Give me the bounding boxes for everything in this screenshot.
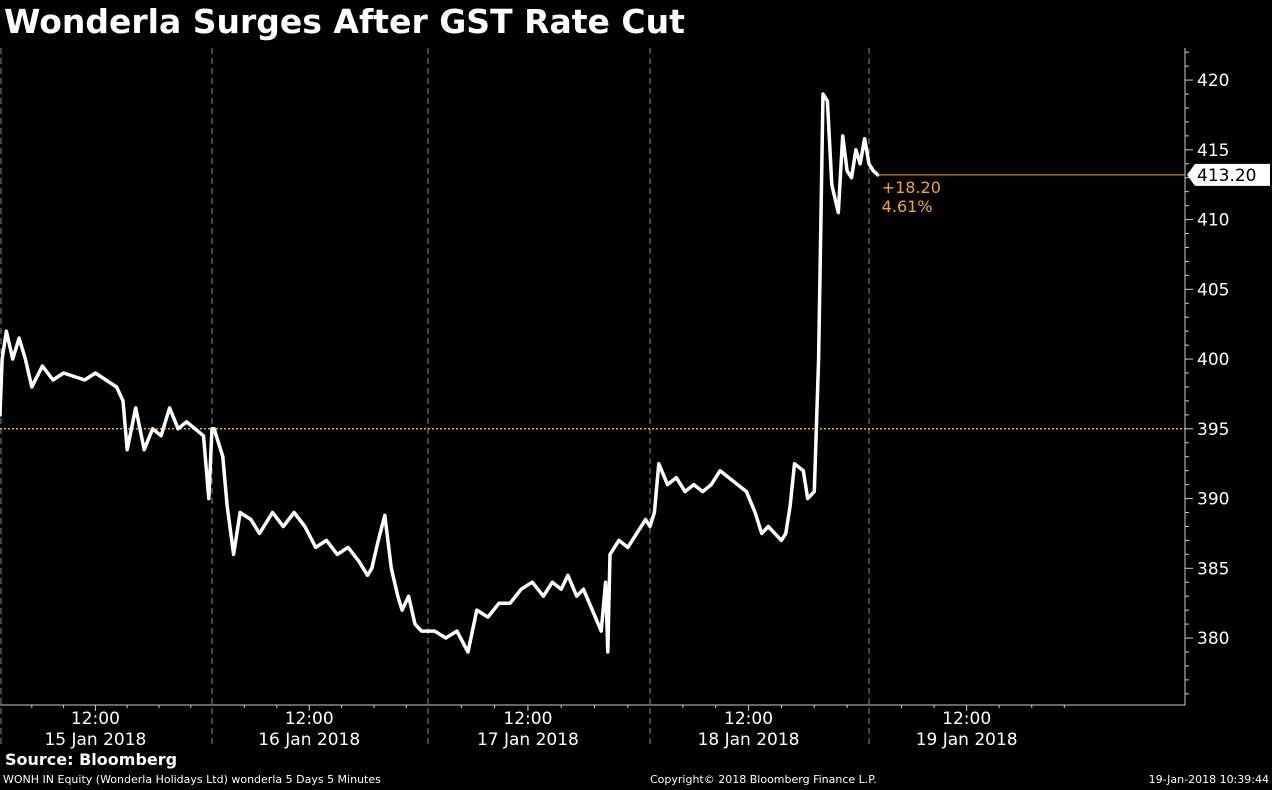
price-line bbox=[0, 92, 880, 654]
footer-copyright: Copyright© 2018 Bloomberg Finance L.P. bbox=[650, 773, 877, 786]
chart-title: Wonderla Surges After GST Rate Cut bbox=[4, 2, 685, 41]
y-tick-label-380: 380 bbox=[1197, 629, 1229, 649]
footer-ticker-description: WONH IN Equity (Wonderla Holidays Ltd) w… bbox=[3, 773, 381, 786]
x-tick-time-0: 12:00 bbox=[71, 709, 120, 729]
y-tick-label-405: 405 bbox=[1197, 280, 1229, 300]
x-tick-time-1: 12:00 bbox=[285, 709, 334, 729]
y-tick-label-410: 410 bbox=[1197, 211, 1229, 231]
change-percent-label: 4.61% bbox=[882, 197, 933, 216]
x-tick-time-2: 12:00 bbox=[503, 709, 552, 729]
y-tick-label-395: 395 bbox=[1197, 420, 1229, 440]
x-tick-date-1: 16 Jan 2018 bbox=[258, 730, 360, 750]
y-tick-label-390: 390 bbox=[1197, 490, 1229, 510]
x-tick-time-3: 12:00 bbox=[724, 709, 773, 729]
footer-timestamp: 19-Jan-2018 10:39:44 bbox=[1148, 773, 1269, 786]
y-tick-label-400: 400 bbox=[1197, 350, 1229, 370]
y-tick-label-420: 420 bbox=[1197, 71, 1229, 91]
x-tick-date-4: 19 Jan 2018 bbox=[916, 730, 1018, 750]
y-tick-label-415: 415 bbox=[1197, 141, 1229, 161]
y-tick-label-385: 385 bbox=[1197, 559, 1229, 579]
x-tick-time-4: 12:00 bbox=[942, 709, 991, 729]
last-value-label: 413.20 bbox=[1197, 166, 1256, 186]
source-label: Source: Bloomberg bbox=[5, 750, 178, 769]
x-tick-date-3: 18 Jan 2018 bbox=[698, 730, 800, 750]
last-value-tag bbox=[1187, 163, 1270, 186]
change-absolute-label: +18.20 bbox=[882, 178, 941, 197]
x-tick-date-2: 17 Jan 2018 bbox=[477, 730, 579, 750]
x-tick-date-0: 15 Jan 2018 bbox=[44, 730, 146, 750]
